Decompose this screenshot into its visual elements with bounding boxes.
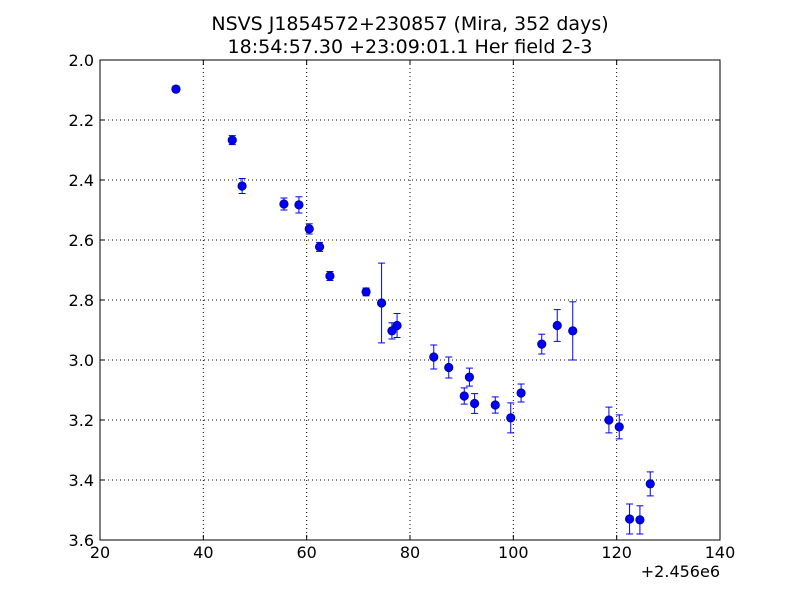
data-point [237, 178, 247, 194]
x-tick-label: 20 [90, 543, 110, 562]
data-point [429, 344, 439, 370]
y-tick-label: 2.2 [69, 111, 94, 130]
data-point [506, 402, 516, 434]
data-marker [314, 242, 325, 252]
y-tick-label: 2.8 [69, 291, 94, 310]
data-marker [227, 135, 237, 145]
chart-title: NSVS J1854572+230857 (Mira, 352 days) [211, 13, 608, 35]
y-tick-label: 3.0 [69, 351, 94, 370]
data-point [604, 406, 614, 434]
x-offset-label: +2.456e6 [641, 562, 720, 581]
data-marker [614, 422, 624, 432]
data-point [537, 333, 547, 355]
y-tick-label: 3.2 [69, 411, 94, 430]
y-tick-label: 2.4 [69, 171, 94, 190]
data-marker [469, 398, 480, 409]
data-point [325, 271, 335, 281]
data-marker [490, 400, 500, 410]
data-marker [279, 199, 289, 209]
x-tick-label: 120 [601, 543, 632, 562]
data-marker [568, 326, 578, 336]
data-marker [516, 388, 526, 398]
data-point [314, 241, 325, 252]
x-tick-label: 40 [193, 543, 213, 562]
data-marker [392, 320, 402, 331]
data-point [171, 84, 181, 94]
data-marker [464, 372, 475, 382]
data-points [171, 84, 655, 535]
data-point [552, 309, 562, 342]
data-point [464, 367, 475, 387]
data-marker [429, 352, 439, 362]
data-point [490, 396, 500, 414]
data-point [469, 393, 480, 414]
data-point [294, 196, 304, 214]
data-point [376, 262, 387, 344]
y-tick-label: 3.6 [69, 531, 94, 550]
data-marker [506, 413, 516, 423]
data-point [635, 505, 645, 535]
data-point [279, 197, 289, 211]
data-marker [635, 515, 645, 525]
data-marker [237, 181, 247, 191]
data-point [614, 414, 624, 440]
data-point [516, 383, 526, 403]
data-point [624, 503, 635, 535]
data-marker [171, 84, 181, 94]
data-marker [376, 298, 387, 308]
data-marker [361, 287, 371, 297]
x-tick-label: 100 [498, 543, 529, 562]
data-marker [304, 224, 314, 234]
data-point [392, 313, 402, 338]
data-marker [604, 415, 614, 425]
y-tick-label: 2.6 [69, 231, 94, 250]
axis-ticks [99, 59, 721, 541]
data-marker [325, 271, 335, 281]
x-tick-label: 60 [296, 543, 316, 562]
data-point [361, 287, 371, 297]
data-marker [537, 339, 547, 349]
y-tick-label: 3.4 [69, 471, 94, 490]
data-marker [645, 479, 655, 489]
data-point [645, 471, 655, 497]
data-marker [294, 200, 304, 210]
tick-labels: 20 40 60 80 100 120 140 2.0 2.2 2.4 2.6 2.8 3.0 3.2 3.… [69, 51, 736, 562]
data-point [304, 223, 314, 235]
data-marker [459, 391, 469, 401]
x-tick-label: 80 [400, 543, 420, 562]
data-point [459, 387, 469, 405]
chart-subtitle: 18:54:57.30 +23:09:01.1 Her field 2-3 [228, 36, 593, 58]
x-tick-label: 140 [705, 543, 736, 562]
data-marker [624, 514, 635, 524]
grid-lines [100, 60, 720, 540]
data-marker [552, 320, 562, 331]
data-marker [444, 362, 454, 373]
y-tick-label: 2.0 [69, 51, 94, 70]
data-point [227, 135, 237, 146]
data-point [444, 356, 454, 379]
data-point [568, 301, 578, 361]
